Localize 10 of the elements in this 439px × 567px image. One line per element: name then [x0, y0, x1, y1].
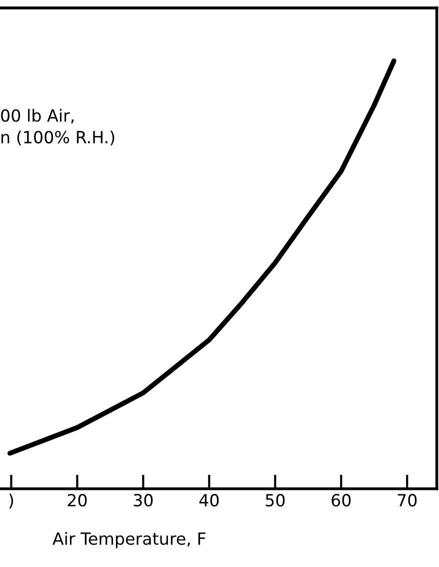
annotation: 00 lb Air, [1, 108, 74, 124]
x-tick-label: 30 [134, 494, 153, 507]
x-tick-label: 20 [68, 494, 87, 507]
x-tick-label: 40 [199, 494, 219, 507]
x-tick-label: 70 [398, 494, 417, 507]
x-axis-title: Air Temperature, F [52, 532, 206, 548]
x-tick-label: 60 [332, 494, 351, 507]
x-tick-label: 50 [266, 494, 285, 507]
x-tick-label: ) [9, 494, 14, 508]
annotation: n (100% R.H.) [2, 130, 114, 146]
